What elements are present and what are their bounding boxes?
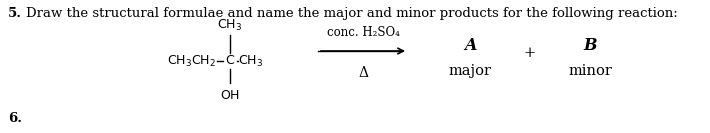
Text: $\mathregular{C}$: $\mathregular{C}$ (225, 55, 235, 68)
Text: major: major (449, 64, 491, 78)
Text: Draw the structural formulae and name the major and minor products for the follo: Draw the structural formulae and name th… (26, 7, 678, 20)
Text: 6.: 6. (8, 112, 22, 125)
Text: +: + (524, 46, 536, 60)
Text: B: B (583, 38, 596, 55)
Text: minor: minor (568, 64, 612, 78)
Text: A: A (464, 38, 476, 55)
Text: $\mathregular{CH_3}$: $\mathregular{CH_3}$ (238, 53, 263, 68)
Text: $\mathregular{CH_3CH_2}$: $\mathregular{CH_3CH_2}$ (167, 53, 216, 68)
Text: Δ: Δ (358, 66, 368, 80)
Text: $\mathregular{OH}$: $\mathregular{OH}$ (220, 89, 240, 102)
Text: $\mathregular{CH_3}$: $\mathregular{CH_3}$ (217, 18, 243, 33)
Text: conc. H₂SO₄: conc. H₂SO₄ (327, 26, 400, 39)
Text: 5.: 5. (8, 7, 22, 20)
